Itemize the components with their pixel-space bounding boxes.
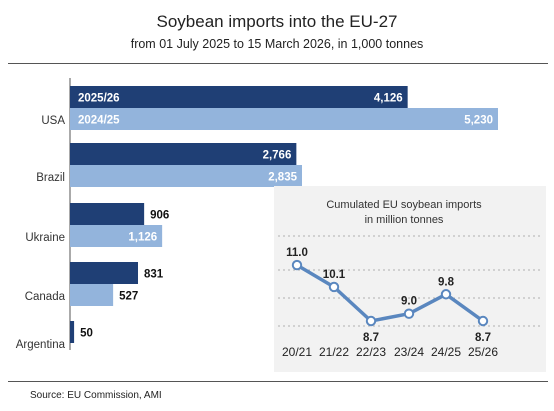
inset-title: Cumulated EU soybean imports	[326, 199, 482, 211]
point-label-21-22: 10.1	[323, 269, 346, 281]
x-tick-22-23: 22/23	[356, 345, 386, 359]
value-label-2025-26-brazil: 2,766	[263, 150, 292, 162]
point-label-22-23: 8.7	[363, 332, 379, 344]
data-point-23-24	[403, 308, 415, 319]
value-label-2024-25-canada: 527	[119, 291, 138, 303]
value-label-2024-25-usa: 5,230	[464, 115, 493, 127]
value-label-2025-26-ukraine: 906	[150, 210, 169, 222]
value-label-2024-25-ukraine: 1,126	[128, 232, 157, 244]
value-label-2025-26-argentina: 50	[80, 328, 93, 340]
point-label-20-21: 11.0	[286, 247, 308, 259]
bar-2024-25-canada	[70, 284, 114, 306]
value-label-2025-26-usa: 4,126	[374, 93, 403, 105]
bar-2024-25-usa	[70, 108, 498, 130]
bar-2024-25-ukraine	[70, 225, 163, 247]
data-point-25-26	[477, 315, 489, 327]
data-point-22-23	[365, 315, 377, 327]
chart-subtitle: from 01 July 2025 to 15 March 2026, in 1…	[130, 37, 424, 51]
bar-2024-25-brazil	[70, 165, 303, 187]
point-label-23-24: 9.0	[401, 296, 417, 308]
series-label-2024-25: 2024/25	[78, 115, 120, 127]
series-line	[296, 263, 485, 323]
bar-2025-26-argentina	[70, 321, 75, 343]
category-label-ukraine: Ukraine	[25, 232, 65, 244]
bottom-divider	[8, 381, 548, 382]
data-point-24-25	[440, 289, 452, 300]
point-label-25-26: 8.7	[475, 332, 491, 344]
value-label-2025-26-canada: 831	[144, 269, 164, 281]
bar-2025-26-usa	[70, 86, 408, 108]
category-label-argentina: Argentina	[16, 339, 66, 351]
bar-2025-26-canada	[70, 262, 139, 284]
x-tick-23-24: 23/24	[394, 345, 424, 359]
point-label-24-25: 9.8	[438, 276, 455, 288]
value-label-2024-25-brazil: 2,835	[268, 172, 297, 184]
inset-subtitle: in million tonnes	[365, 214, 444, 226]
x-tick-25-26: 25/26	[468, 345, 498, 359]
category-label-brazil: Brazil	[36, 172, 65, 184]
series-label-2025-26: 2025/26	[78, 93, 120, 105]
top-divider	[8, 63, 548, 64]
x-tick-20-21: 20/21	[282, 345, 312, 359]
bar-2025-26-brazil	[70, 143, 297, 165]
category-label-canada: Canada	[25, 291, 66, 303]
data-point-20-21	[291, 259, 303, 271]
chart-title: Soybean imports into the EU-27	[156, 12, 398, 31]
category-label-usa: USA	[41, 115, 65, 127]
x-tick-21-22: 21/22	[319, 345, 349, 359]
x-tick-24-25: 24/25	[431, 345, 461, 359]
data-point-21-22	[328, 281, 340, 293]
bar-2025-26-ukraine	[70, 203, 145, 225]
source-note: Source: EU Commission, AMI	[30, 390, 162, 401]
